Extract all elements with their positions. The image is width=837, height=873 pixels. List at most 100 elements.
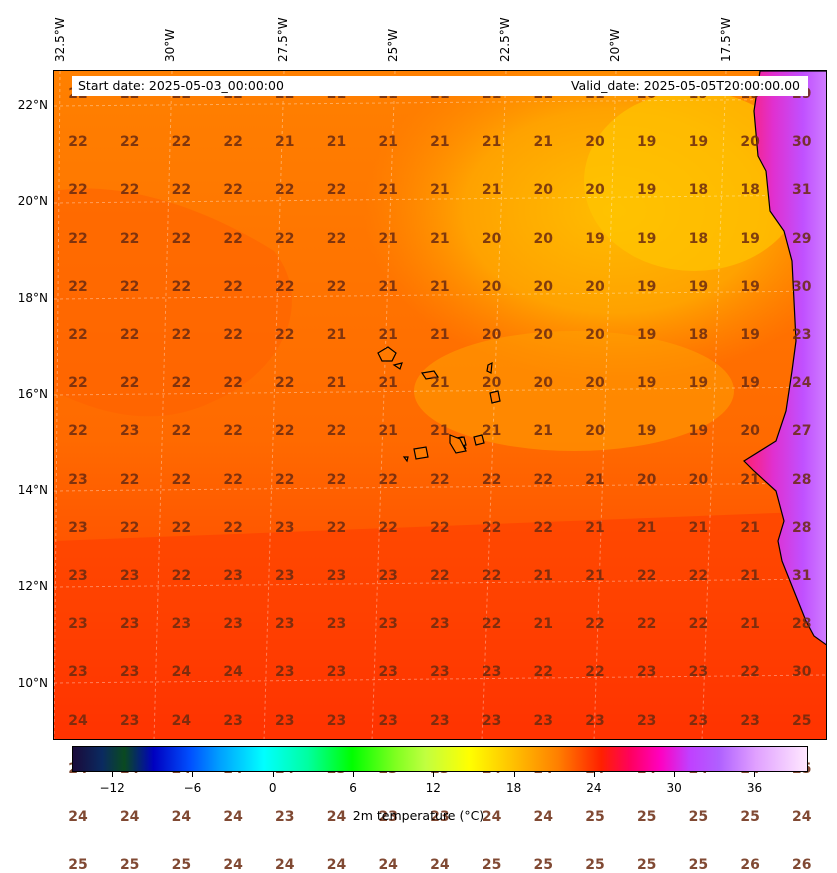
temperature-value: 22: [585, 616, 605, 633]
valid-date-text: Valid_date: 2025-05-05T20:00:00.00: [570, 78, 800, 93]
temperature-value: 21: [378, 230, 398, 247]
temperature-value: 23: [171, 616, 192, 633]
temperature-value: 21: [533, 568, 554, 584]
temperature-value: 22: [326, 471, 347, 488]
temperature-value: 22: [275, 278, 295, 295]
temperature-value: 21: [430, 375, 450, 392]
temperature-value: 19: [636, 134, 657, 151]
temperature-value: 20: [585, 375, 605, 392]
temperature-value: 21: [378, 327, 398, 343]
colorbar-tick-label: 12: [425, 781, 441, 795]
temperature-value: 22: [223, 278, 243, 295]
temperature-value: 22: [119, 182, 140, 199]
temperature-value: 22: [585, 664, 605, 681]
temperature-value: 23: [481, 664, 502, 681]
temperature-value: 20: [481, 327, 502, 343]
temperature-value: 24: [171, 664, 192, 681]
temperature-value: 22: [68, 327, 88, 343]
temperature-value: 24: [171, 809, 192, 825]
temperature-value: 23: [223, 568, 243, 584]
temperature-value: 21: [378, 278, 398, 295]
temperature-value: 24: [326, 857, 347, 873]
temperature-value: 24: [533, 809, 554, 825]
temperature-value: 23: [378, 568, 398, 584]
cape-verde-islands: [377, 346, 501, 463]
temperature-value: 22: [326, 519, 347, 536]
warm-south: [54, 511, 826, 739]
temperature-value: 21: [740, 471, 760, 488]
colorbar-tick-label: 36: [746, 781, 763, 795]
temperature-value: 18: [688, 327, 709, 343]
temperature-value: 22: [533, 519, 554, 536]
temperature-value: 20: [585, 423, 605, 440]
temperature-value: 23: [430, 616, 450, 633]
temperature-value: 20: [481, 230, 502, 247]
temperature-value: 30: [792, 664, 812, 681]
temperature-value: 23: [275, 568, 295, 584]
temperature-value: 22: [275, 423, 295, 440]
temperature-value: 28: [792, 616, 812, 633]
temperature-value: 22: [481, 519, 502, 536]
temperature-field: [54, 71, 826, 739]
temperature-value: 25: [636, 809, 657, 825]
temperature-value: 22: [378, 471, 398, 488]
temperature-value: 22: [636, 568, 657, 584]
temperature-value: 23: [533, 712, 554, 729]
temperature-value: 22: [68, 182, 88, 199]
temperature-value: 19: [688, 134, 709, 151]
temperature-value: 24: [378, 857, 398, 873]
temperature-value: 20: [585, 278, 605, 295]
colorbar-tick-mark: [192, 772, 194, 777]
temperature-value: 22: [688, 616, 709, 633]
colorbar-tick-mark: [272, 772, 274, 777]
colorbar-tick-label: 18: [505, 781, 522, 795]
lon-label: 20°W: [608, 28, 622, 62]
temperature-value: 22: [171, 423, 192, 440]
lon-label: 17.5°W: [719, 17, 733, 62]
temperature-value: 23: [326, 664, 347, 681]
temperature-value: 22: [119, 278, 140, 295]
temperature-value: 21: [533, 423, 554, 440]
temperature-value: 22: [119, 327, 140, 343]
temperature-value: 21: [740, 568, 760, 584]
temperature-value: 21: [636, 519, 657, 536]
temperature-value: 29: [792, 230, 812, 247]
temperature-value: 21: [585, 471, 605, 488]
temperature-value: 21: [430, 327, 450, 343]
temperature-value: 24: [223, 857, 243, 873]
temperature-value: 21: [533, 134, 554, 151]
temperature-value: 22: [68, 375, 88, 392]
temperature-value: 22: [275, 230, 295, 247]
temperature-value: 21: [430, 134, 450, 151]
temperature-value: 25: [585, 857, 605, 873]
temperature-value: 20: [585, 134, 605, 151]
temperature-value: 22: [119, 375, 140, 392]
temperature-value: 19: [636, 182, 657, 199]
temperature-value: 25: [533, 857, 554, 873]
temperature-value: 24: [223, 809, 243, 825]
temperature-value: 21: [430, 278, 450, 295]
temperature-value: 20: [481, 375, 502, 392]
temperature-value: 19: [688, 423, 709, 440]
temperature-value: 20: [533, 230, 554, 247]
temperature-value: 21: [688, 519, 709, 536]
temperature-value: 22: [171, 519, 192, 536]
colorbar-tick-mark: [112, 772, 114, 777]
temperature-value: 20: [585, 327, 605, 343]
temperature-value: 19: [585, 230, 605, 247]
temperature-value: 25: [68, 857, 88, 873]
temperature-value: 22: [68, 134, 88, 151]
temperature-value: 22: [326, 278, 347, 295]
temperature-value: 23: [481, 712, 502, 729]
temperature-value: 22: [223, 471, 243, 488]
temperature-value: 21: [740, 519, 760, 536]
temperature-value: 20: [740, 134, 760, 151]
temperature-value: 23: [275, 519, 295, 536]
temperature-value: 22: [533, 664, 554, 681]
temperature-value: 23: [223, 616, 243, 633]
temperature-value: 22: [68, 423, 88, 440]
temperature-value: 25: [740, 809, 760, 825]
colorbar-tick-label: 30: [666, 781, 682, 795]
temperature-value: 22: [171, 134, 192, 151]
colorbar-tick-label: −6: [183, 781, 202, 795]
